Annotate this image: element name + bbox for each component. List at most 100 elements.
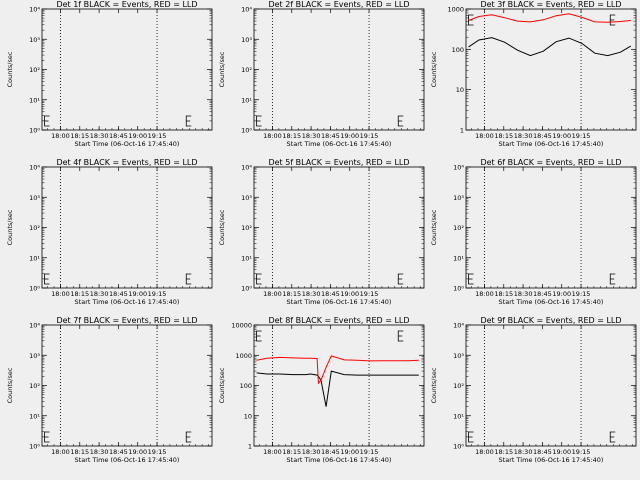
x-tick-label: 18:00 xyxy=(475,132,494,140)
x-tick-label: 18:30 xyxy=(302,448,321,456)
y-tick-label: 1000 xyxy=(235,352,252,360)
event-marker xyxy=(609,431,616,443)
y-tick-label: 10⁴ xyxy=(29,6,40,14)
x-tick-label: 18:00 xyxy=(263,448,282,456)
x-axis-label: Start Time (06-Oct-16 17:45:40) xyxy=(75,298,180,306)
y-tick-label: 10⁴ xyxy=(241,6,252,14)
x-tick-label: 18:15 xyxy=(494,132,513,140)
event-marker xyxy=(44,115,50,127)
y-tick-label: 1 xyxy=(460,127,464,135)
y-tick-label: 10¹ xyxy=(241,96,252,104)
x-tick-label: 18:15 xyxy=(282,448,301,456)
x-tick-label: 19:00 xyxy=(552,448,571,456)
y-tick-label: 10⁴ xyxy=(241,164,252,172)
y-axis-label: Counts/sec xyxy=(6,51,14,87)
panel-4: Det 4f BLACK = Events, RED = LLD 10⁰ 10¹ 10… xyxy=(6,158,213,306)
x-tick-label: 18:15 xyxy=(494,448,513,456)
lld-series-line xyxy=(468,13,631,23)
y-tick-label: 10⁰ xyxy=(453,443,464,451)
y-tick-label: 10 xyxy=(456,86,464,94)
x-axis-label: Start Time (06-Oct-16 17:45:40) xyxy=(75,140,180,148)
x-tick-label: 18:15 xyxy=(494,290,513,298)
y-tick-label: 10⁴ xyxy=(29,164,40,172)
event-marker xyxy=(256,273,262,285)
x-tick-label: 19:15 xyxy=(360,132,379,140)
event-marker xyxy=(468,273,474,285)
x-tick-label: 18:15 xyxy=(282,132,301,140)
x-tick-label: 18:15 xyxy=(70,132,89,140)
x-tick-label: 19:00 xyxy=(128,132,147,140)
x-tick-label: 19:15 xyxy=(572,448,591,456)
x-tick-label: 19:15 xyxy=(360,448,379,456)
y-tick-label: 100 xyxy=(240,382,252,390)
y-tick-label: 10³ xyxy=(29,194,40,202)
event-marker xyxy=(44,273,50,285)
panel-title: Det 3f BLACK = Events, RED = LLD xyxy=(480,0,621,9)
y-tick-label: 10¹ xyxy=(453,254,464,262)
y-tick-label: 10¹ xyxy=(29,412,40,420)
x-axis-label: Start Time (06-Oct-16 17:45:40) xyxy=(75,456,180,464)
panel-title: Det 1f BLACK = Events, RED = LLD xyxy=(56,0,197,9)
y-tick-label: 10² xyxy=(241,66,252,74)
panel-7: Det 7f BLACK = Events, RED = LLD 10⁰ 10¹ 10… xyxy=(6,316,213,464)
y-tick-label: 10⁰ xyxy=(241,285,252,293)
event-marker xyxy=(185,431,192,443)
x-tick-label: 18:30 xyxy=(302,290,321,298)
x-axis-label: Start Time (06-Oct-16 17:45:40) xyxy=(287,140,392,148)
y-tick-label: 10³ xyxy=(241,194,252,202)
event-marker xyxy=(609,273,616,285)
panel-2: Det 2f BLACK = Events, RED = LLD 10⁰ 10¹ 10… xyxy=(218,0,425,148)
x-tick-label: 19:15 xyxy=(148,132,167,140)
y-tick-label: 10² xyxy=(453,224,464,232)
panel-5: Det 5f BLACK = Events, RED = LLD 10⁰ 10¹ 10… xyxy=(218,158,425,306)
y-tick-label: 10³ xyxy=(453,352,464,360)
x-tick-label: 18:45 xyxy=(321,290,340,298)
x-tick-label: 19:00 xyxy=(552,132,571,140)
x-axis-label: Start Time (06-Oct-16 17:45:40) xyxy=(499,456,604,464)
x-tick-label: 18:45 xyxy=(109,448,128,456)
panel-title: Det 8f BLACK = Events, RED = LLD xyxy=(268,316,409,325)
x-tick-label: 18:30 xyxy=(90,290,109,298)
event-marker xyxy=(185,273,192,285)
panel-1: Det 1f BLACK = Events, RED = LLD 10⁰ 10¹ 10… xyxy=(6,0,213,148)
panel-8: Det 8f BLACK = Events, RED = LLD 1 10 100 10… xyxy=(218,316,425,464)
x-tick-label: 18:00 xyxy=(263,290,282,298)
x-tick-label: 18:45 xyxy=(109,132,128,140)
event-marker xyxy=(44,431,50,443)
y-tick-label: 1 xyxy=(248,443,252,451)
x-tick-label: 18:45 xyxy=(533,448,552,456)
x-tick-label: 19:00 xyxy=(128,448,147,456)
x-tick-label: 18:00 xyxy=(51,448,70,456)
y-tick-label: 10¹ xyxy=(241,254,252,262)
x-tick-label: 18:15 xyxy=(282,290,301,298)
plot-frame xyxy=(465,8,637,131)
y-tick-label: 10³ xyxy=(241,36,252,44)
x-axis-label: Start Time (06-Oct-16 17:45:40) xyxy=(499,140,604,148)
x-tick-label: 18:30 xyxy=(514,132,533,140)
x-tick-label: 19:15 xyxy=(360,290,379,298)
x-tick-label: 18:00 xyxy=(51,132,70,140)
x-tick-label: 18:15 xyxy=(70,290,89,298)
x-tick-label: 18:45 xyxy=(109,290,128,298)
event-marker xyxy=(397,330,404,342)
x-tick-label: 18:30 xyxy=(302,132,321,140)
event-marker xyxy=(256,115,262,127)
y-tick-label: 10² xyxy=(453,382,464,390)
event-marker xyxy=(185,115,192,127)
y-axis-label: Counts/sec xyxy=(218,51,226,87)
x-tick-label: 18:45 xyxy=(321,448,340,456)
x-tick-label: 19:00 xyxy=(340,290,359,298)
x-tick-label: 18:45 xyxy=(321,132,340,140)
event-marker xyxy=(609,14,616,26)
y-tick-label: 10⁴ xyxy=(453,322,464,330)
x-tick-label: 19:00 xyxy=(128,290,147,298)
y-tick-label: 10² xyxy=(29,66,40,74)
panel-title: Det 2f BLACK = Events, RED = LLD xyxy=(268,0,409,9)
x-tick-label: 18:00 xyxy=(475,448,494,456)
panel-6: Det 6f BLACK = Events, RED = LLD 10⁰ 10¹ 10… xyxy=(430,158,637,306)
panel-title: Det 6f BLACK = Events, RED = LLD xyxy=(480,158,621,167)
y-axis-label: Counts/sec xyxy=(218,209,226,245)
x-axis-label: Start Time (06-Oct-16 17:45:40) xyxy=(287,456,392,464)
x-tick-label: 19:15 xyxy=(572,290,591,298)
